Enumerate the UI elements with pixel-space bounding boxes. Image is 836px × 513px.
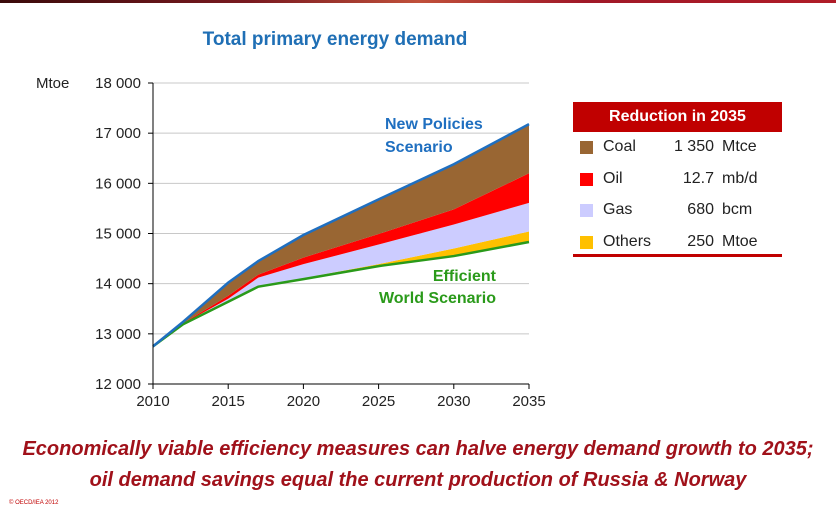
area-gas (153, 202, 529, 347)
efficient-world-label: Efficient (433, 268, 497, 285)
chart-title: Total primary energy demand (202, 29, 468, 50)
y-tick-label: 15 000 (95, 226, 141, 243)
legend-unit: Mtoe (722, 232, 758, 250)
legend-unit: Mtce (722, 138, 757, 155)
header-bar (0, 0, 836, 3)
y-axis-label: Mtoe (36, 75, 69, 92)
legend-unit: mb/d (722, 169, 758, 187)
y-tick-label: 16 000 (95, 175, 141, 192)
copyright: © OECD/IEA 2012 (9, 500, 59, 506)
reduction-legend: Reduction in 2035 Coal 1 350 Mtce Oil 12… (573, 102, 782, 257)
legend-name: Coal (603, 138, 636, 155)
x-tick-label: 2010 (136, 393, 169, 410)
legend-value: 680 (687, 201, 714, 218)
legend-unit: bcm (722, 201, 753, 218)
legend-bottom-rule (573, 254, 782, 257)
x-tick-label: 2015 (212, 393, 245, 410)
legend-swatch (580, 235, 593, 249)
legend-swatch (580, 204, 593, 217)
y-tick-label: 18 000 (95, 75, 141, 92)
new-policies-label: Scenario (385, 139, 453, 156)
area-coal (153, 124, 529, 347)
legend-name: Gas (603, 201, 633, 218)
y-tick-label: 12 000 (95, 376, 141, 393)
legend-value: 12.7 (682, 169, 714, 187)
legend-value: 1 350 (673, 138, 714, 155)
caption-line-1: Economically viable efficiency measures … (22, 438, 814, 460)
efficient-world-line (152, 240, 530, 348)
legend-row-others: Others 250 Mtoe (573, 227, 782, 259)
new-policies-line (152, 123, 530, 348)
area-others (153, 231, 529, 347)
x-tick-label: 2035 (512, 393, 545, 410)
efficient-world-label: World Scenario (379, 290, 496, 307)
legend-row-gas: Gas 680 bcm (573, 195, 782, 227)
caption-line-2: oil demand savings equal the current pro… (89, 469, 747, 491)
y-tick-label: 13 000 (95, 326, 141, 343)
legend-swatch (580, 141, 593, 154)
legend-name: Others (603, 232, 652, 250)
y-tick-label: 17 000 (95, 125, 141, 142)
area-oil (153, 173, 529, 347)
x-tick-label: 2025 (362, 393, 395, 410)
legend-title: Reduction in 2035 (573, 102, 782, 132)
x-tick-label: 2030 (437, 393, 470, 410)
legend-row-coal: Coal 1 350 Mtce (573, 132, 782, 164)
y-tick-label: 14 000 (95, 276, 141, 293)
new-policies-label: New Policies (385, 116, 483, 133)
legend-name: Oil (603, 169, 623, 187)
legend-swatch (580, 172, 593, 186)
legend-value: 250 (687, 232, 714, 250)
x-tick-label: 2020 (287, 393, 320, 410)
legend-row-oil: Oil 12.7 mb/d (573, 164, 782, 196)
